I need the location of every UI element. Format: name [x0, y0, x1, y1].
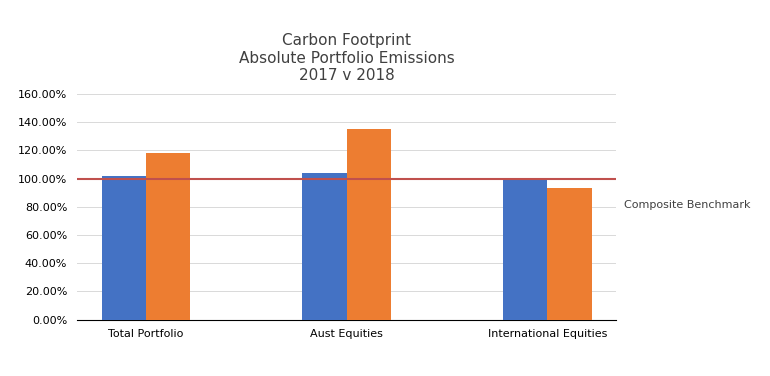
Bar [346, 129, 390, 320]
Bar [303, 173, 346, 320]
Bar [503, 179, 547, 320]
Bar [547, 188, 591, 320]
Bar [102, 176, 146, 320]
Text: Composite Benchmark: Composite Benchmark [624, 200, 750, 210]
Bar [146, 153, 190, 320]
Legend: 2017, 2018: 2017, 2018 [286, 375, 407, 376]
Title: Carbon Footprint
Absolute Portfolio Emissions
2017 v 2018: Carbon Footprint Absolute Portfolio Emis… [239, 33, 454, 83]
